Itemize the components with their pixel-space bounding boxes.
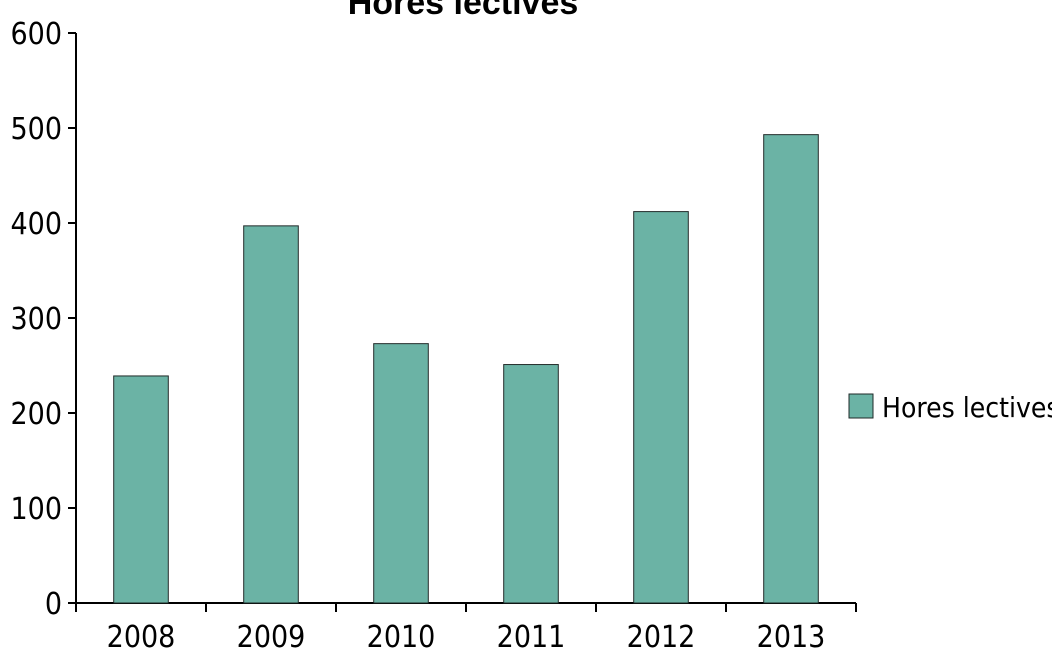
bar-2010 <box>373 343 429 604</box>
y-tick-label: 0 <box>45 587 62 622</box>
bar-2012 <box>633 211 689 604</box>
bar-2008 <box>113 375 169 604</box>
y-tick-label: 400 <box>10 207 62 242</box>
x-tick-label: 2011 <box>497 620 566 651</box>
x-tick-label: 2013 <box>757 620 826 651</box>
bar-2009 <box>243 225 299 604</box>
x-tick-label: 2009 <box>237 620 306 651</box>
chart-title: Hores lectives <box>348 0 579 22</box>
x-tick-label: 2012 <box>627 620 696 651</box>
bar-2013 <box>763 134 819 604</box>
y-tick-label: 200 <box>10 397 62 432</box>
legend-label: Hores lectives <box>882 391 1052 424</box>
x-tick-label: 2008 <box>107 620 176 651</box>
x-tick-label: 2010 <box>367 620 436 651</box>
legend: Hores lectives <box>848 391 1052 424</box>
bars <box>113 134 819 604</box>
y-tick-label: 100 <box>10 492 62 527</box>
x-axis: 2008 2009 2010 2011 2012 2013 <box>75 602 857 651</box>
legend-swatch <box>848 393 874 419</box>
bar-2011 <box>503 364 559 604</box>
y-tick-label: 300 <box>10 302 62 337</box>
y-axis: 0 100 200 300 400 500 600 <box>10 17 77 622</box>
y-tick-label: 600 <box>10 17 62 52</box>
y-tick-label: 500 <box>10 112 62 147</box>
